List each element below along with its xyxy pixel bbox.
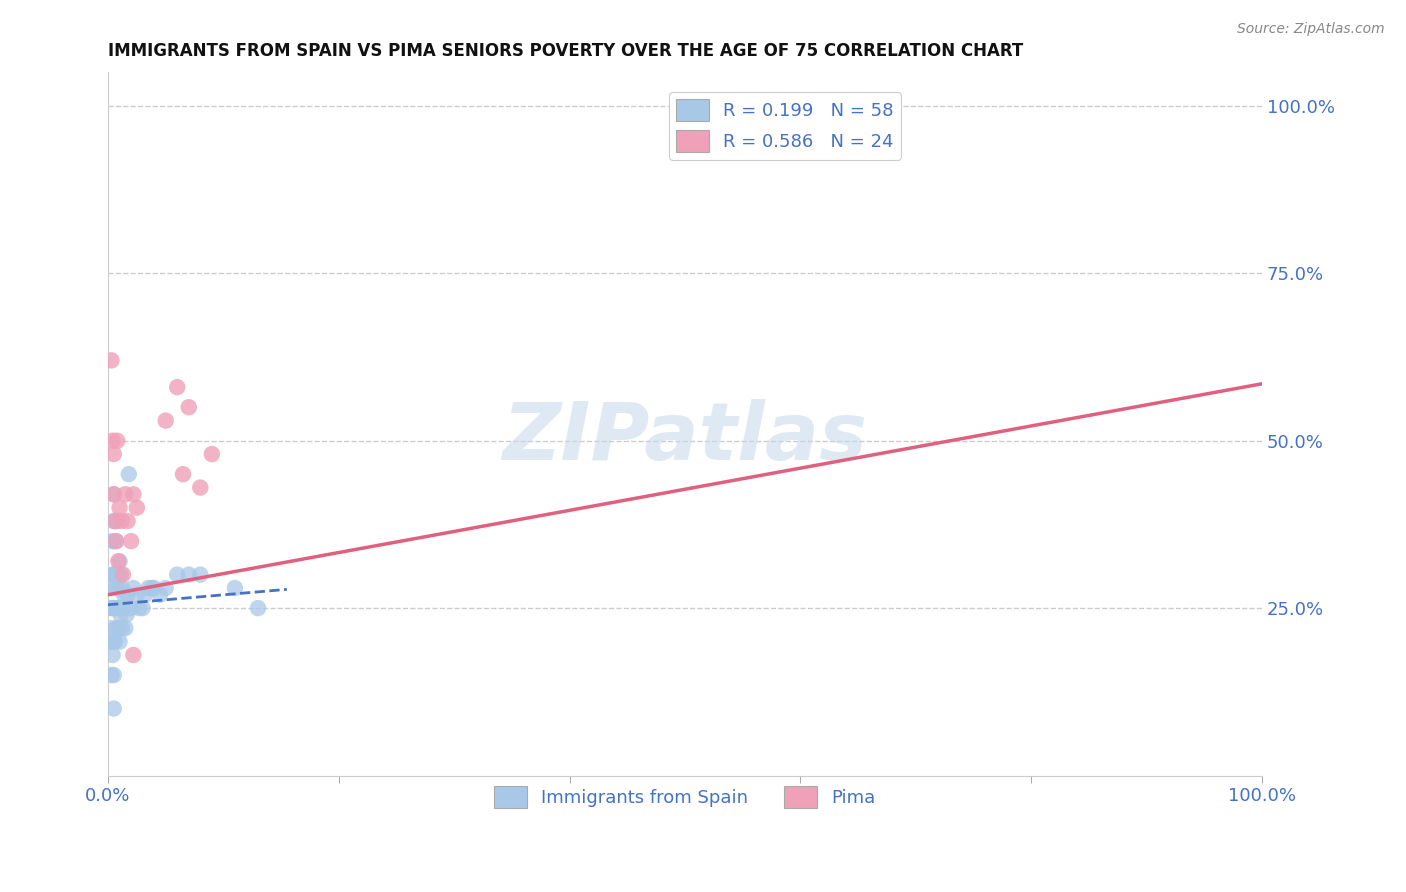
Point bbox=[105, 534, 128, 549]
Point bbox=[188, 567, 211, 582]
Point bbox=[720, 99, 742, 113]
Point bbox=[224, 581, 246, 595]
Point bbox=[111, 567, 134, 582]
Point bbox=[103, 447, 125, 461]
Point bbox=[103, 487, 125, 501]
Point bbox=[107, 554, 129, 568]
Point bbox=[122, 581, 145, 595]
Point bbox=[149, 588, 172, 602]
Point bbox=[115, 607, 138, 622]
Point bbox=[246, 601, 269, 615]
Point bbox=[166, 380, 188, 394]
Point bbox=[134, 588, 156, 602]
Point bbox=[103, 514, 125, 528]
Point bbox=[100, 668, 122, 682]
Point bbox=[143, 581, 166, 595]
Point bbox=[110, 567, 132, 582]
Point bbox=[101, 434, 124, 448]
Point bbox=[141, 581, 163, 595]
Legend: Immigrants from Spain, Pima: Immigrants from Spain, Pima bbox=[486, 780, 883, 815]
Point bbox=[111, 601, 134, 615]
Point bbox=[114, 621, 136, 635]
Point bbox=[101, 601, 124, 615]
Point bbox=[125, 588, 148, 602]
Text: Source: ZipAtlas.com: Source: ZipAtlas.com bbox=[1237, 22, 1385, 37]
Point bbox=[100, 353, 122, 368]
Point bbox=[131, 601, 153, 615]
Point bbox=[105, 581, 128, 595]
Point bbox=[108, 554, 131, 568]
Point bbox=[118, 467, 141, 482]
Point bbox=[155, 414, 177, 428]
Point bbox=[128, 601, 150, 615]
Point bbox=[104, 567, 127, 582]
Point bbox=[188, 481, 211, 495]
Point bbox=[122, 648, 145, 662]
Point bbox=[112, 588, 135, 602]
Point bbox=[101, 648, 124, 662]
Point bbox=[111, 581, 134, 595]
Point bbox=[172, 467, 194, 482]
Point bbox=[103, 567, 125, 582]
Point bbox=[98, 601, 121, 615]
Point bbox=[105, 514, 128, 528]
Point bbox=[100, 621, 122, 635]
Point bbox=[103, 601, 125, 615]
Point bbox=[105, 601, 128, 615]
Point bbox=[104, 601, 127, 615]
Point bbox=[201, 447, 224, 461]
Point bbox=[103, 668, 125, 682]
Point bbox=[107, 621, 129, 635]
Point bbox=[105, 567, 128, 582]
Point bbox=[108, 500, 131, 515]
Point bbox=[108, 601, 131, 615]
Point bbox=[111, 621, 134, 635]
Point bbox=[120, 534, 142, 549]
Point bbox=[166, 567, 188, 582]
Point bbox=[101, 567, 124, 582]
Point bbox=[105, 434, 128, 448]
Point bbox=[101, 534, 124, 549]
Point bbox=[177, 567, 200, 582]
Point bbox=[114, 487, 136, 501]
Point bbox=[105, 534, 128, 549]
Text: ZIPatlas: ZIPatlas bbox=[502, 399, 868, 477]
Point bbox=[107, 581, 129, 595]
Point bbox=[122, 487, 145, 501]
Point bbox=[103, 534, 125, 549]
Point bbox=[103, 634, 125, 648]
Point bbox=[155, 581, 177, 595]
Point bbox=[104, 514, 127, 528]
Point bbox=[111, 514, 134, 528]
Point bbox=[117, 514, 139, 528]
Point bbox=[110, 607, 132, 622]
Point bbox=[177, 401, 200, 415]
Point bbox=[125, 500, 148, 515]
Point bbox=[105, 621, 128, 635]
Point bbox=[120, 601, 142, 615]
Point bbox=[104, 514, 127, 528]
Point bbox=[138, 581, 160, 595]
Point bbox=[117, 588, 139, 602]
Point bbox=[108, 634, 131, 648]
Point bbox=[100, 581, 122, 595]
Point bbox=[104, 634, 127, 648]
Point bbox=[103, 487, 125, 501]
Point bbox=[103, 701, 125, 715]
Point bbox=[98, 634, 121, 648]
Text: IMMIGRANTS FROM SPAIN VS PIMA SENIORS POVERTY OVER THE AGE OF 75 CORRELATION CHA: IMMIGRANTS FROM SPAIN VS PIMA SENIORS PO… bbox=[108, 42, 1024, 60]
